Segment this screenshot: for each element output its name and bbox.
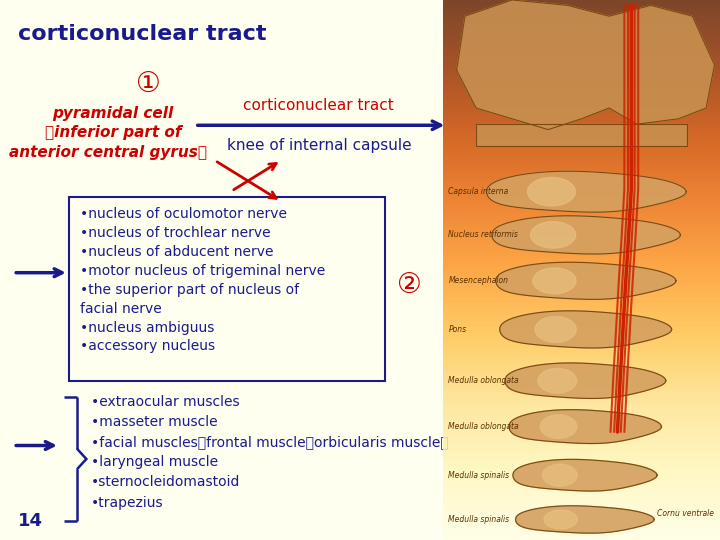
Polygon shape <box>528 178 575 206</box>
Polygon shape <box>516 506 654 533</box>
Text: knee of internal capsule: knee of internal capsule <box>227 138 411 153</box>
Text: Medulla oblongata: Medulla oblongata <box>449 376 519 385</box>
Polygon shape <box>456 0 714 130</box>
Polygon shape <box>544 510 577 529</box>
Text: corticonuclear tract: corticonuclear tract <box>243 98 394 113</box>
Polygon shape <box>509 410 662 443</box>
Polygon shape <box>492 216 680 254</box>
Polygon shape <box>505 363 666 399</box>
Polygon shape <box>496 262 676 299</box>
Text: Nucleus retiformis: Nucleus retiformis <box>449 231 518 239</box>
Text: （inferior part of: （inferior part of <box>45 125 181 140</box>
Text: •nucleus of oculomotor nerve
•nucleus of trochlear nerve
•nucleus of abducent ne: •nucleus of oculomotor nerve •nucleus of… <box>80 207 325 354</box>
Text: Medulla spinalis: Medulla spinalis <box>449 515 510 524</box>
Text: ②: ② <box>397 271 422 299</box>
Text: pyramidal cell: pyramidal cell <box>53 106 174 121</box>
Text: Capsula interna: Capsula interna <box>449 187 508 196</box>
Polygon shape <box>531 222 576 248</box>
Text: 14: 14 <box>18 512 42 530</box>
Polygon shape <box>513 460 657 491</box>
Text: corticonuclear tract: corticonuclear tract <box>18 24 266 44</box>
Text: •extraocular muscles
•masseter muscle
•facial muscles（frontal muscle、orbicularis: •extraocular muscles •masseter muscle •f… <box>91 395 449 510</box>
Text: Medulla oblongata: Medulla oblongata <box>449 422 519 431</box>
Text: anterior central gyrus）: anterior central gyrus） <box>9 145 207 160</box>
Polygon shape <box>542 464 577 486</box>
Text: ①: ① <box>136 70 161 98</box>
Text: Pons: Pons <box>449 325 467 334</box>
Polygon shape <box>487 171 686 212</box>
Text: Cornu ventrale: Cornu ventrale <box>657 509 714 517</box>
Polygon shape <box>476 124 687 146</box>
Text: Mesencephalon: Mesencephalon <box>449 276 508 285</box>
Polygon shape <box>533 268 576 294</box>
Polygon shape <box>538 368 577 393</box>
Bar <box>68 197 385 381</box>
Polygon shape <box>540 415 577 438</box>
Polygon shape <box>535 316 576 342</box>
Polygon shape <box>500 311 672 348</box>
Text: Medulla spinalis: Medulla spinalis <box>449 471 510 480</box>
